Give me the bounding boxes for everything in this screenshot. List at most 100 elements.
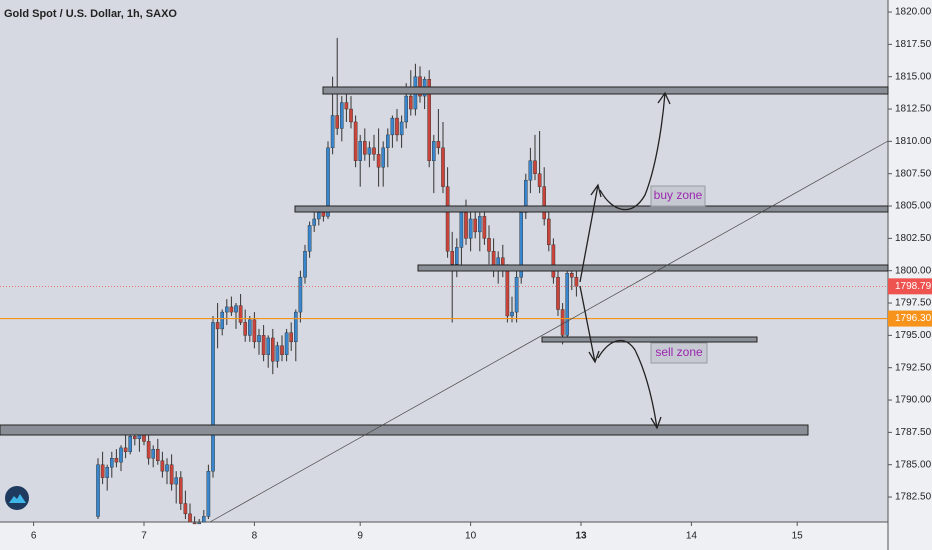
candle-body [505, 270, 510, 317]
candle-body [395, 117, 399, 136]
candle-body [192, 522, 197, 525]
zone [0, 424, 809, 436]
candle-body [312, 218, 317, 226]
candle-body [220, 311, 225, 330]
candle-body [201, 516, 206, 523]
zone [417, 264, 889, 272]
y-tick-label: 1782.50 [895, 492, 932, 503]
annotation: sell zone [655, 345, 703, 359]
candle-body [188, 513, 192, 523]
candle-body [247, 319, 252, 336]
candle-body [514, 276, 519, 313]
candle-body [565, 273, 569, 336]
trend-line [209, 140, 889, 523]
candle-body [330, 115, 335, 149]
candle-body [358, 141, 363, 161]
logo [5, 486, 29, 510]
candle-body [404, 95, 409, 123]
candle-body [399, 121, 404, 136]
candle-body [533, 160, 537, 174]
x-tick-label: 7 [141, 531, 147, 542]
candle-body [432, 141, 436, 161]
candle-body [441, 147, 445, 187]
candle-body [174, 477, 179, 485]
candle-body [570, 273, 574, 278]
x-tick-label: 6 [31, 531, 37, 542]
candle-body [487, 238, 491, 252]
chart-title: Gold Spot / U.S. Dollar, 1h, SAXO [4, 8, 177, 20]
candle-body [271, 337, 275, 362]
candle-body [243, 322, 248, 336]
candle-body [146, 441, 151, 459]
candle-body [169, 464, 174, 485]
y-tick-label: 1785.00 [895, 459, 932, 470]
candle-body [224, 306, 229, 313]
candle-body [363, 141, 367, 155]
candle-body [547, 218, 551, 246]
candle-body [436, 141, 441, 149]
x-tick-label: 15 [792, 531, 804, 542]
candle-body [238, 305, 243, 323]
candle-body [289, 332, 294, 343]
y-tick-label: 1802.50 [895, 233, 932, 244]
annotation-box [650, 342, 708, 364]
candle-body [160, 460, 165, 472]
candle-body [528, 160, 533, 181]
candle-body [114, 458, 119, 463]
drawings: buy zone sell zone [0, 86, 889, 523]
candle-body [340, 102, 344, 129]
candle-body [266, 337, 271, 355]
candle-body [96, 464, 100, 517]
candle-body [326, 147, 330, 217]
candle-body [215, 322, 220, 330]
candle-body [280, 345, 284, 355]
candle-body [229, 306, 234, 313]
candle-body [427, 79, 432, 161]
price-label: 1796.30 [895, 313, 932, 324]
candle-body [100, 464, 105, 478]
candle-body [386, 134, 390, 149]
candle-body [317, 212, 321, 220]
candle-body [132, 436, 137, 440]
candle-body [450, 251, 455, 265]
candle-body [376, 154, 381, 168]
candle-body [178, 477, 183, 504]
candle-body [183, 503, 188, 515]
x-tick-label: 9 [357, 531, 363, 542]
x-tick-label: 8 [252, 531, 258, 542]
candle-body [510, 311, 514, 317]
zone [294, 205, 889, 213]
logo-mark [9, 494, 26, 503]
y-tick-label: 1817.50 [895, 39, 932, 50]
candle-body [155, 448, 160, 462]
y-tick-label: 1820.00 [895, 7, 932, 18]
arrow [579, 91, 671, 283]
candle-body [275, 345, 280, 362]
y-tick-label: 1812.50 [895, 104, 932, 115]
y-tick-label: 1807.50 [895, 168, 932, 179]
candle-body [123, 447, 128, 452]
candle-body [261, 335, 266, 355]
candle-body [459, 212, 464, 248]
candle-body [372, 147, 376, 155]
candle-body [206, 470, 211, 517]
plot-background [0, 0, 888, 522]
candle-body [197, 522, 202, 525]
candle-body [303, 251, 307, 278]
candle-body [321, 212, 326, 217]
candle-body [367, 147, 372, 155]
candle-body [478, 216, 482, 233]
candle-body [294, 311, 298, 343]
y-tick-label: 1800.00 [895, 265, 932, 276]
candle-body [109, 458, 114, 468]
y-tick-label: 1810.00 [895, 136, 932, 147]
x-tick-label: 13 [575, 531, 587, 542]
candle-body [353, 121, 358, 161]
time-axis [0, 522, 888, 550]
candle-body [307, 225, 312, 252]
candle-body [335, 115, 340, 129]
candle-body [482, 216, 487, 239]
x-tick-label: 14 [686, 531, 698, 542]
candle-body [390, 117, 395, 136]
